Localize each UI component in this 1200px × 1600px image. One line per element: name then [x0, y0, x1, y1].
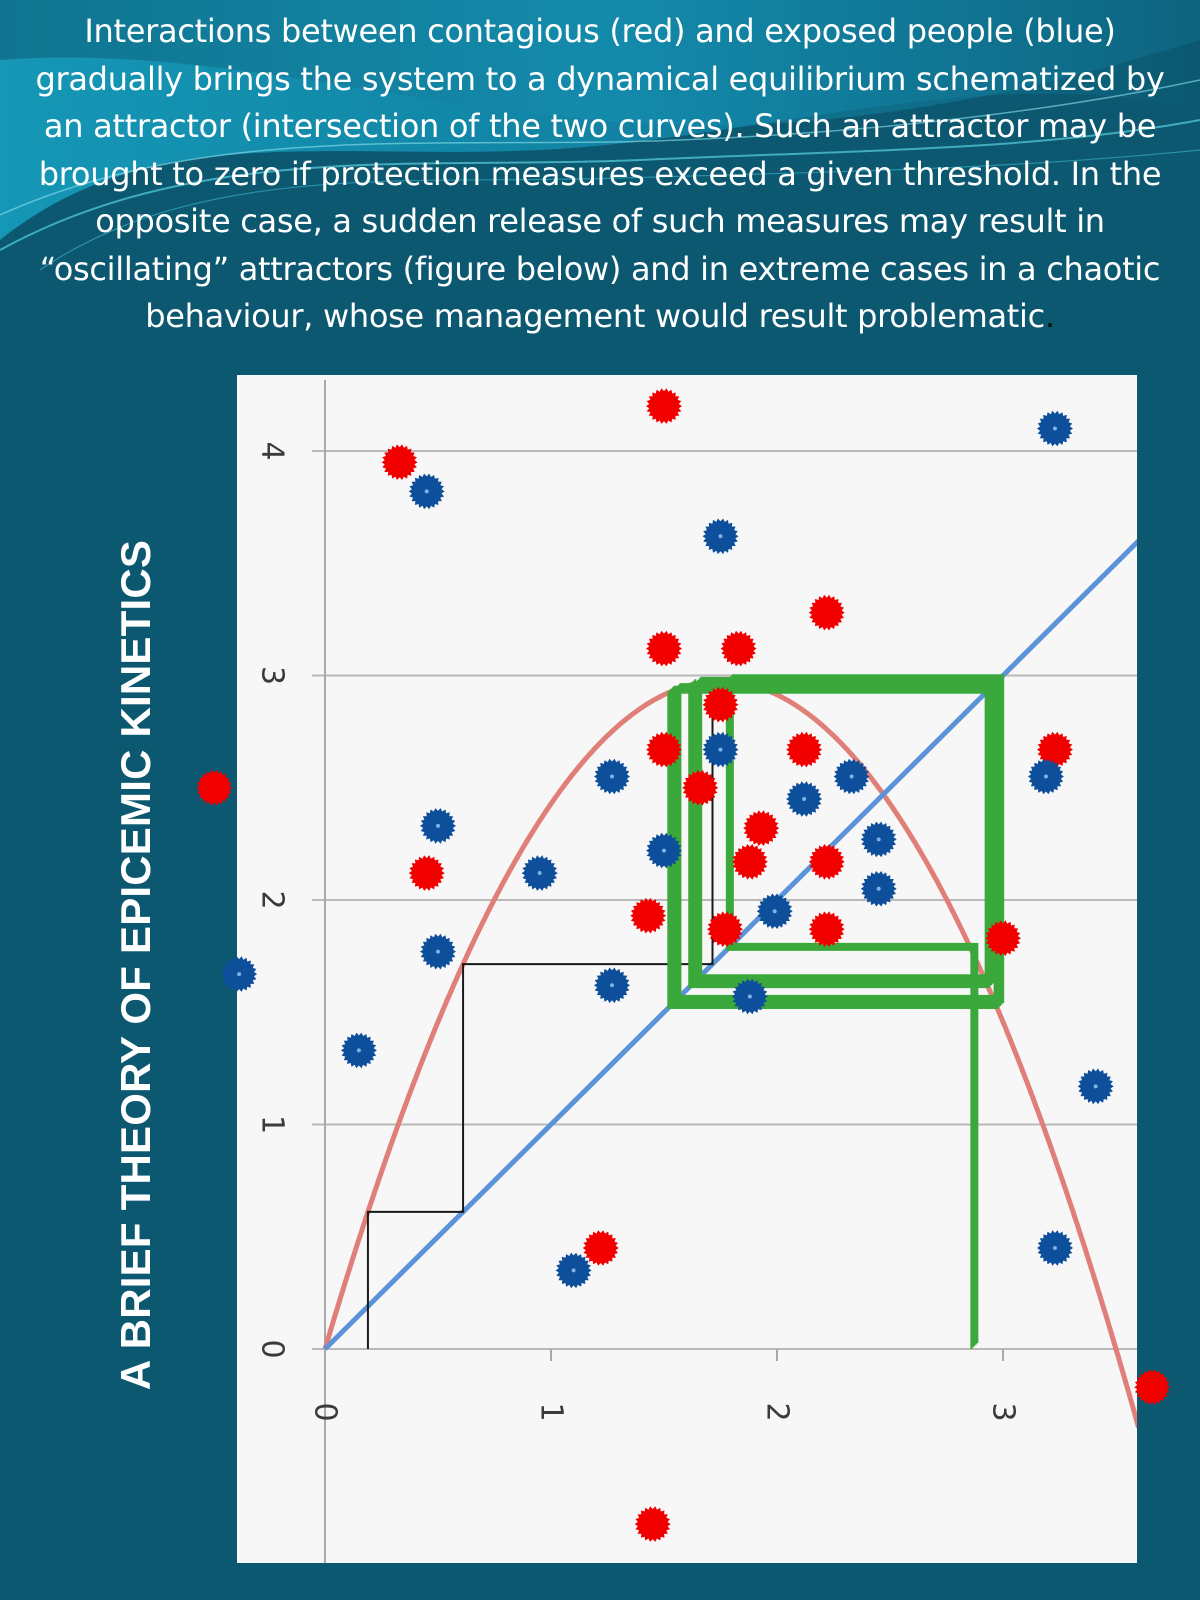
contagious-point-18 — [985, 920, 1021, 956]
exposed-point-21-center — [571, 1268, 576, 1273]
x-tick-label-0: 0 — [308, 1402, 343, 1421]
x-tick-label-1: 1 — [534, 1402, 569, 1421]
contagious-point-13 — [731, 844, 768, 880]
exposed-point-9-center — [436, 823, 440, 828]
exposed-point-20-center — [1052, 1245, 1057, 1250]
exposed-point-19-center — [1093, 1084, 1098, 1089]
exposed-point-17-center — [747, 994, 752, 999]
exposed-point-16-center — [610, 983, 615, 988]
y-tick-label-2: 2 — [255, 890, 290, 909]
exposed-point-5-center — [718, 747, 723, 752]
exposed-point-3-center — [718, 534, 723, 539]
intro-paragraph: Interactions between contagious (red) an… — [22, 8, 1178, 341]
contagious-point-14 — [808, 844, 845, 880]
contagious-point-9 — [1037, 731, 1073, 768]
y-tick-label-0: 0 — [255, 1339, 290, 1358]
exposed-point-13-center — [876, 886, 881, 891]
contagious-point-17 — [808, 911, 845, 947]
exposed-point-15-center — [436, 949, 440, 954]
exposed-point-6-center — [802, 796, 807, 801]
contagious-point-6 — [702, 686, 739, 723]
contagious-point-2 — [381, 444, 418, 480]
contagious-point-12 — [408, 855, 445, 891]
cobweb-path-2-trace-3 — [671, 675, 1003, 1345]
contagious-point-10 — [682, 769, 719, 806]
contagious-point-4 — [720, 630, 757, 667]
contagious-point-19 — [582, 1230, 619, 1266]
contagious-point-outside-1 — [196, 769, 233, 806]
contagious-point-16 — [707, 911, 743, 947]
contagious-point-20 — [634, 1506, 671, 1542]
identity-line — [323, 538, 1137, 1351]
exposed-point-1-center — [1052, 426, 1057, 431]
exposed-point-12-center — [537, 871, 542, 876]
intro-end-mark: . — [1044, 297, 1055, 335]
exposed-point-8-center — [1043, 774, 1048, 779]
contagious-point-1 — [646, 388, 682, 424]
exposed-point-18-center — [356, 1048, 361, 1053]
exposed-point-10-center — [662, 848, 666, 853]
contagious-point-outside-2 — [1134, 1369, 1171, 1405]
exposed-point-4-center — [610, 774, 615, 779]
exposed-point-outside-1-center — [237, 972, 242, 977]
contagious-point-11 — [743, 810, 780, 846]
contagious-point-7 — [646, 731, 682, 768]
exposed-point-14-center — [772, 909, 777, 914]
exposed-point-2-center — [424, 489, 429, 494]
x-tick-label-3: 3 — [986, 1402, 1021, 1421]
y-tick-label-1: 1 — [255, 1115, 290, 1134]
contagious-point-15 — [630, 897, 667, 934]
contagious-point-3 — [646, 630, 682, 667]
cobweb-path-2-trace-4 — [673, 674, 1005, 1343]
intro-text: Interactions between contagious (red) an… — [35, 12, 1165, 335]
contagious-point-5 — [808, 594, 845, 631]
contagious-point-8 — [786, 731, 823, 768]
exposed-point-7-center — [849, 774, 854, 779]
exposed-point-11-center — [876, 837, 881, 842]
plot-area — [312, 380, 1137, 1563]
x-tick-label-2: 2 — [760, 1402, 795, 1421]
y-tick-label-3: 3 — [255, 666, 290, 685]
y-tick-label-4: 4 — [255, 441, 290, 460]
